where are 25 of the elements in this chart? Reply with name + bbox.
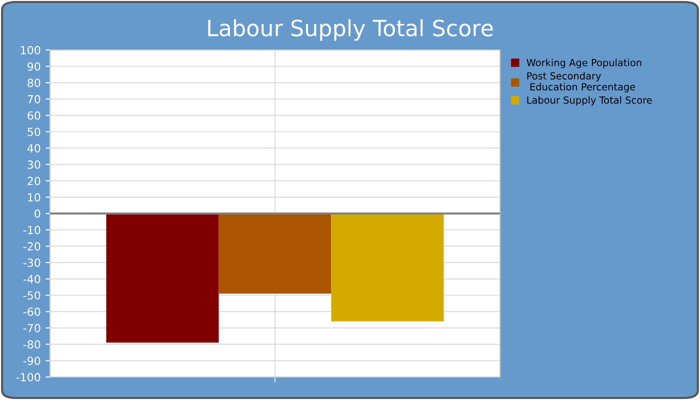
legend-label: Working Age Population bbox=[526, 58, 642, 68]
legend-label: Labour Supply Total Score bbox=[527, 96, 652, 106]
y-tick-label: 80 bbox=[28, 78, 40, 88]
y-tick-label: 0 bbox=[34, 209, 40, 218]
y-tick-label: -60 bbox=[23, 308, 40, 316]
y-tick-label: 90 bbox=[28, 62, 40, 71]
y-tick-label: -30 bbox=[23, 258, 40, 267]
y-tick-label: -20 bbox=[23, 242, 40, 251]
y-tick-label: 70 bbox=[28, 95, 40, 104]
y-tick-label: -10 bbox=[23, 226, 40, 234]
y-tick-label: 50 bbox=[28, 128, 40, 136]
y-tick-label: 10 bbox=[28, 193, 40, 202]
y-tick-label: 60 bbox=[28, 111, 40, 120]
y-tick-label: -50 bbox=[23, 291, 40, 300]
y-tick-label: 40 bbox=[27, 144, 40, 152]
y-tick-label: 20 bbox=[28, 176, 40, 186]
chart-title: Labour Supply Total Score bbox=[208, 19, 493, 41]
y-tick-label: -90 bbox=[23, 356, 40, 366]
y-tick-label: -70 bbox=[23, 324, 40, 332]
y-tick-label: -100 bbox=[16, 372, 40, 382]
y-tick-label: -40 bbox=[23, 274, 40, 284]
y-tick-label: 30 bbox=[28, 160, 40, 169]
legend-label: Post Secondary Education Percentage bbox=[527, 72, 636, 92]
y-tick-label: -80 bbox=[23, 340, 40, 349]
y-tick-label: 100 bbox=[20, 46, 40, 54]
